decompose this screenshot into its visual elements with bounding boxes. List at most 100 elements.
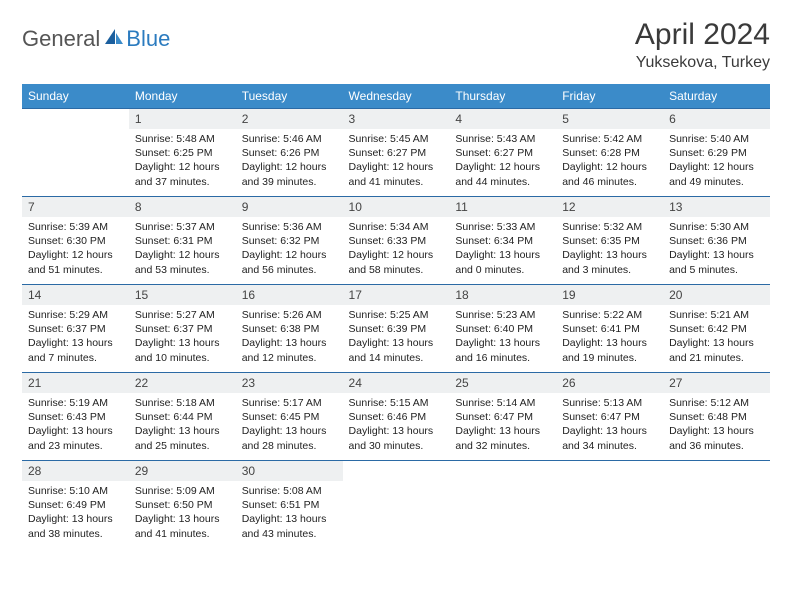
calendar-cell: 2Sunrise: 5:46 AMSunset: 6:26 PMDaylight…	[236, 109, 343, 197]
sunset-line: Sunset: 6:49 PM	[28, 498, 123, 512]
day-details: Sunrise: 5:17 AMSunset: 6:45 PMDaylight:…	[236, 393, 343, 457]
day-details: Sunrise: 5:48 AMSunset: 6:25 PMDaylight:…	[129, 129, 236, 193]
day-details: Sunrise: 5:30 AMSunset: 6:36 PMDaylight:…	[663, 217, 770, 281]
sunset-line: Sunset: 6:39 PM	[349, 322, 444, 336]
daylight-line: Daylight: 12 hours and 41 minutes.	[349, 160, 444, 188]
header: General Blue April 2024 Yuksekova, Turke…	[22, 18, 770, 72]
day-details: Sunrise: 5:46 AMSunset: 6:26 PMDaylight:…	[236, 129, 343, 193]
calendar-cell: 25Sunrise: 5:14 AMSunset: 6:47 PMDayligh…	[449, 373, 556, 461]
calendar-cell: 23Sunrise: 5:17 AMSunset: 6:45 PMDayligh…	[236, 373, 343, 461]
sunset-line: Sunset: 6:25 PM	[135, 146, 230, 160]
day-number: 19	[556, 285, 663, 305]
daylight-line: Daylight: 13 hours and 5 minutes.	[669, 248, 764, 276]
day-number: 22	[129, 373, 236, 393]
day-number: 2	[236, 109, 343, 129]
daylight-line: Daylight: 13 hours and 19 minutes.	[562, 336, 657, 364]
calendar-cell: 30Sunrise: 5:08 AMSunset: 6:51 PMDayligh…	[236, 461, 343, 549]
sunset-line: Sunset: 6:34 PM	[455, 234, 550, 248]
logo-text-blue: Blue	[126, 26, 170, 52]
day-number: 6	[663, 109, 770, 129]
daylight-line: Daylight: 13 hours and 0 minutes.	[455, 248, 550, 276]
calendar-cell: 24Sunrise: 5:15 AMSunset: 6:46 PMDayligh…	[343, 373, 450, 461]
sunset-line: Sunset: 6:46 PM	[349, 410, 444, 424]
calendar-header-row: SundayMondayTuesdayWednesdayThursdayFrid…	[22, 84, 770, 109]
calendar-cell	[22, 109, 129, 197]
sunset-line: Sunset: 6:35 PM	[562, 234, 657, 248]
day-number: 28	[22, 461, 129, 481]
day-details: Sunrise: 5:13 AMSunset: 6:47 PMDaylight:…	[556, 393, 663, 457]
daylight-line: Daylight: 12 hours and 44 minutes.	[455, 160, 550, 188]
sunset-line: Sunset: 6:27 PM	[455, 146, 550, 160]
day-details: Sunrise: 5:19 AMSunset: 6:43 PMDaylight:…	[22, 393, 129, 457]
day-details: Sunrise: 5:42 AMSunset: 6:28 PMDaylight:…	[556, 129, 663, 193]
sunrise-line: Sunrise: 5:36 AM	[242, 220, 337, 234]
sunrise-line: Sunrise: 5:29 AM	[28, 308, 123, 322]
day-details: Sunrise: 5:08 AMSunset: 6:51 PMDaylight:…	[236, 481, 343, 545]
daylight-line: Daylight: 13 hours and 23 minutes.	[28, 424, 123, 452]
sunset-line: Sunset: 6:28 PM	[562, 146, 657, 160]
day-details: Sunrise: 5:22 AMSunset: 6:41 PMDaylight:…	[556, 305, 663, 369]
day-number: 20	[663, 285, 770, 305]
sunrise-line: Sunrise: 5:23 AM	[455, 308, 550, 322]
calendar-cell: 5Sunrise: 5:42 AMSunset: 6:28 PMDaylight…	[556, 109, 663, 197]
sunrise-line: Sunrise: 5:34 AM	[349, 220, 444, 234]
day-details: Sunrise: 5:43 AMSunset: 6:27 PMDaylight:…	[449, 129, 556, 193]
month-title: April 2024	[635, 18, 770, 52]
calendar-cell: 9Sunrise: 5:36 AMSunset: 6:32 PMDaylight…	[236, 197, 343, 285]
sunrise-line: Sunrise: 5:15 AM	[349, 396, 444, 410]
calendar-cell: 15Sunrise: 5:27 AMSunset: 6:37 PMDayligh…	[129, 285, 236, 373]
calendar-cell: 6Sunrise: 5:40 AMSunset: 6:29 PMDaylight…	[663, 109, 770, 197]
title-block: April 2024 Yuksekova, Turkey	[635, 18, 770, 72]
daylight-line: Daylight: 13 hours and 38 minutes.	[28, 512, 123, 540]
calendar-cell: 20Sunrise: 5:21 AMSunset: 6:42 PMDayligh…	[663, 285, 770, 373]
sunrise-line: Sunrise: 5:32 AM	[562, 220, 657, 234]
day-details: Sunrise: 5:36 AMSunset: 6:32 PMDaylight:…	[236, 217, 343, 281]
calendar-row: 21Sunrise: 5:19 AMSunset: 6:43 PMDayligh…	[22, 373, 770, 461]
day-number: 10	[343, 197, 450, 217]
calendar-cell	[663, 461, 770, 549]
sunrise-line: Sunrise: 5:33 AM	[455, 220, 550, 234]
day-details: Sunrise: 5:25 AMSunset: 6:39 PMDaylight:…	[343, 305, 450, 369]
sunset-line: Sunset: 6:29 PM	[669, 146, 764, 160]
location: Yuksekova, Turkey	[635, 54, 770, 72]
day-details: Sunrise: 5:09 AMSunset: 6:50 PMDaylight:…	[129, 481, 236, 545]
day-number: 23	[236, 373, 343, 393]
calendar-row: 28Sunrise: 5:10 AMSunset: 6:49 PMDayligh…	[22, 461, 770, 549]
sunrise-line: Sunrise: 5:21 AM	[669, 308, 764, 322]
day-number: 29	[129, 461, 236, 481]
sunset-line: Sunset: 6:38 PM	[242, 322, 337, 336]
daylight-line: Daylight: 12 hours and 49 minutes.	[669, 160, 764, 188]
calendar-cell: 14Sunrise: 5:29 AMSunset: 6:37 PMDayligh…	[22, 285, 129, 373]
day-details: Sunrise: 5:27 AMSunset: 6:37 PMDaylight:…	[129, 305, 236, 369]
calendar-cell: 12Sunrise: 5:32 AMSunset: 6:35 PMDayligh…	[556, 197, 663, 285]
sunrise-line: Sunrise: 5:10 AM	[28, 484, 123, 498]
calendar-cell	[556, 461, 663, 549]
sunrise-line: Sunrise: 5:14 AM	[455, 396, 550, 410]
sunset-line: Sunset: 6:47 PM	[455, 410, 550, 424]
weekday-header: Monday	[129, 84, 236, 109]
day-details: Sunrise: 5:10 AMSunset: 6:49 PMDaylight:…	[22, 481, 129, 545]
calendar-cell: 3Sunrise: 5:45 AMSunset: 6:27 PMDaylight…	[343, 109, 450, 197]
daylight-line: Daylight: 13 hours and 7 minutes.	[28, 336, 123, 364]
calendar-cell: 13Sunrise: 5:30 AMSunset: 6:36 PMDayligh…	[663, 197, 770, 285]
sunset-line: Sunset: 6:31 PM	[135, 234, 230, 248]
calendar-row: 1Sunrise: 5:48 AMSunset: 6:25 PMDaylight…	[22, 109, 770, 197]
daylight-line: Daylight: 13 hours and 30 minutes.	[349, 424, 444, 452]
day-number: 27	[663, 373, 770, 393]
day-details: Sunrise: 5:26 AMSunset: 6:38 PMDaylight:…	[236, 305, 343, 369]
daylight-line: Daylight: 12 hours and 58 minutes.	[349, 248, 444, 276]
sunrise-line: Sunrise: 5:39 AM	[28, 220, 123, 234]
daylight-line: Daylight: 13 hours and 16 minutes.	[455, 336, 550, 364]
daylight-line: Daylight: 13 hours and 3 minutes.	[562, 248, 657, 276]
daylight-line: Daylight: 13 hours and 12 minutes.	[242, 336, 337, 364]
weekday-header: Saturday	[663, 84, 770, 109]
daylight-line: Daylight: 13 hours and 10 minutes.	[135, 336, 230, 364]
daylight-line: Daylight: 13 hours and 41 minutes.	[135, 512, 230, 540]
sunrise-line: Sunrise: 5:30 AM	[669, 220, 764, 234]
day-number: 14	[22, 285, 129, 305]
daylight-line: Daylight: 13 hours and 34 minutes.	[562, 424, 657, 452]
sunset-line: Sunset: 6:32 PM	[242, 234, 337, 248]
daylight-line: Daylight: 13 hours and 25 minutes.	[135, 424, 230, 452]
weekday-header: Thursday	[449, 84, 556, 109]
daylight-line: Daylight: 12 hours and 39 minutes.	[242, 160, 337, 188]
